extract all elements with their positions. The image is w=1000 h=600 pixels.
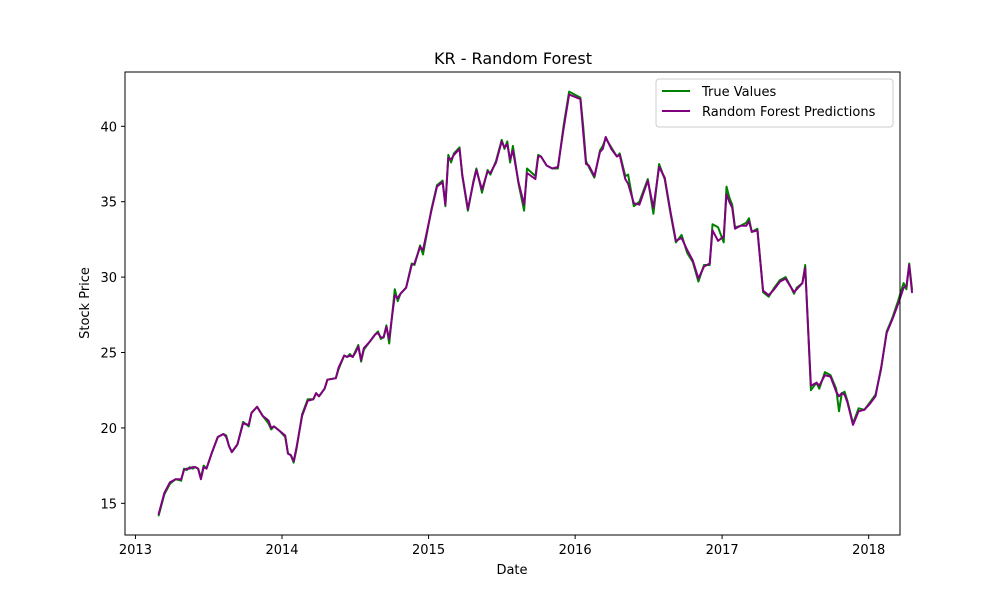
y-axis-label: Stock Price xyxy=(78,267,93,339)
x-axis: 2013 2014 2015 2016 2017 2018 xyxy=(119,535,885,558)
x-tick-label: 2013 xyxy=(119,543,152,558)
series-lines xyxy=(157,90,913,517)
legend: True Values Random Forest Predictions xyxy=(655,78,894,128)
plot-frame xyxy=(124,71,901,536)
x-tick-label: 2018 xyxy=(852,543,885,558)
y-tick-label: 35 xyxy=(100,196,117,211)
chart-title: KR - Random Forest xyxy=(434,49,592,68)
y-tick-label: 40 xyxy=(100,120,117,135)
legend-label: True Values xyxy=(701,85,776,100)
y-tick-label: 15 xyxy=(100,497,117,512)
series-line-predictions xyxy=(157,93,913,515)
y-tick-label: 25 xyxy=(100,347,117,362)
y-tick-label: 20 xyxy=(100,422,117,437)
plot-background xyxy=(125,72,900,535)
plot-area xyxy=(124,71,913,536)
legend-label: Random Forest Predictions xyxy=(702,105,876,120)
y-axis: 15 20 25 30 35 40 xyxy=(100,120,125,512)
legend-box xyxy=(655,78,894,128)
x-axis-label: Date xyxy=(496,563,527,578)
x-tick-label: 2014 xyxy=(265,543,298,558)
x-tick-label: 2015 xyxy=(412,543,445,558)
y-tick-label: 30 xyxy=(100,271,117,286)
x-tick-label: 2016 xyxy=(559,543,592,558)
x-tick-label: 2017 xyxy=(706,543,739,558)
